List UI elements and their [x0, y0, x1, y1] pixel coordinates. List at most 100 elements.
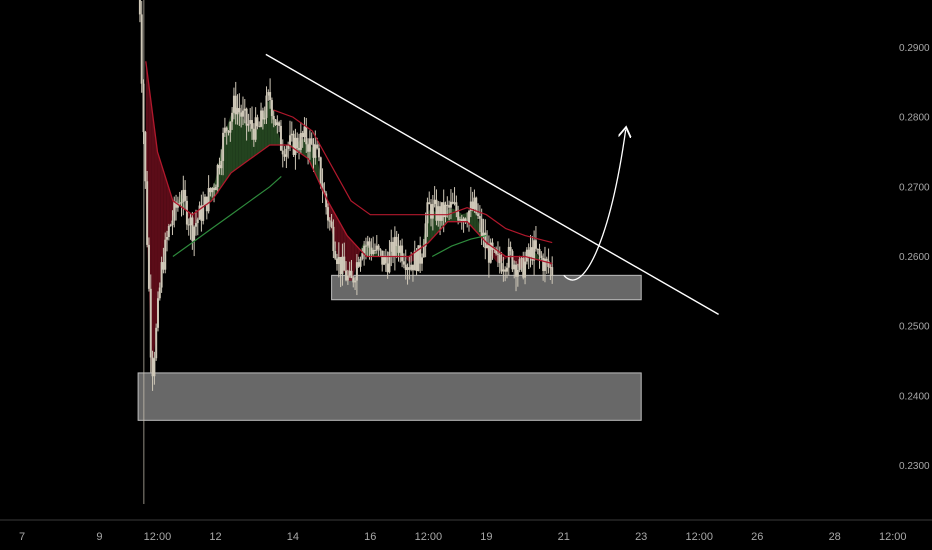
candle [513, 260, 516, 279]
support-zone-1[interactable] [331, 274, 642, 301]
candle [395, 231, 398, 259]
candle [549, 264, 552, 281]
candle [229, 121, 232, 142]
x-tick-label: 28 [829, 531, 841, 543]
candle-body [484, 232, 487, 249]
candle-body [251, 120, 254, 129]
candle [160, 256, 163, 293]
candle-body [504, 269, 507, 272]
candle [500, 251, 503, 274]
candle [536, 248, 539, 255]
candle [543, 246, 546, 283]
y-axis[interactable]: 0.2900 0.2800 0.2700 0.2600 0.2500 0.2400 0.23… [899, 43, 930, 472]
candle-body [513, 264, 516, 270]
candle-body [464, 218, 467, 222]
candle [542, 253, 545, 281]
candle [164, 232, 167, 274]
candle [480, 208, 483, 245]
candle-body [162, 262, 165, 270]
candle [317, 142, 320, 162]
x-tick-label: 12:00 [415, 531, 443, 543]
candle [272, 109, 275, 128]
ema-ribbon-segment [267, 100, 271, 147]
y-tick-label: 0.2900 [899, 43, 930, 54]
candle [468, 209, 471, 232]
candle [487, 235, 490, 278]
candle [251, 106, 254, 140]
candle [299, 122, 302, 155]
support-zone-2[interactable] [137, 372, 642, 421]
candle-body [364, 245, 367, 247]
x-tick-label: 12:00 [685, 531, 713, 543]
ema-ribbon-segment [302, 139, 306, 157]
candle [321, 168, 324, 203]
candle [486, 230, 489, 249]
candle [260, 102, 263, 128]
candle [431, 194, 434, 231]
candle-body [305, 126, 308, 145]
candle [359, 256, 362, 272]
candle-body [395, 236, 398, 247]
ema-ribbon-segment [160, 161, 164, 283]
candle-body [218, 165, 221, 169]
candle [406, 263, 409, 285]
candle [209, 187, 212, 197]
candle [281, 139, 284, 168]
candle [175, 194, 178, 221]
candle [184, 180, 187, 210]
candle [437, 200, 440, 227]
candle [310, 132, 313, 146]
candle-body [202, 204, 205, 221]
candle [509, 241, 512, 256]
candle [392, 237, 395, 264]
candle-body [473, 197, 476, 209]
x-tick-label: 23 [635, 531, 647, 543]
candle-body [204, 196, 207, 205]
candle-body [232, 95, 235, 113]
candle-body [524, 261, 527, 278]
candle-body [352, 277, 355, 283]
candle-body [156, 298, 159, 328]
candle-body [533, 240, 536, 261]
candle-body [231, 112, 234, 122]
candle [325, 191, 328, 215]
candle-body [287, 145, 290, 149]
candle-body [491, 242, 494, 250]
candle-body [370, 247, 373, 254]
candle [473, 189, 476, 213]
candle-body [402, 261, 405, 265]
candle-body [339, 257, 342, 275]
candle [298, 133, 301, 160]
candle-body [540, 255, 543, 259]
drawings[interactable] [265, 53, 719, 315]
candle-body [417, 245, 420, 272]
candle [296, 132, 299, 153]
candle-body [274, 119, 277, 126]
candle-body [303, 126, 306, 137]
candle [149, 274, 152, 373]
candle-body [326, 207, 329, 221]
candle-body [184, 189, 187, 201]
candle-body [538, 249, 541, 256]
candle [428, 191, 431, 205]
candle-body [460, 219, 463, 223]
ema-ribbon-segment [241, 115, 245, 166]
x-axis[interactable]: 7 9 12:00 12 14 16 12:00 19 21 23 12:00 26 28 12:00 [19, 531, 907, 543]
candle [502, 256, 505, 282]
descending-trendline[interactable] [265, 53, 719, 315]
projection-arrow[interactable] [563, 130, 626, 281]
candle [424, 212, 427, 258]
candle [515, 261, 518, 292]
candle [198, 201, 201, 220]
candle [343, 242, 346, 271]
candle-body [142, 83, 145, 133]
candlesticks [138, 0, 554, 504]
candle [153, 351, 156, 385]
candle-body [527, 249, 530, 257]
candle-body [520, 258, 523, 260]
candle-body [211, 187, 214, 193]
candle-body [455, 202, 458, 212]
candle [413, 240, 416, 271]
candle [422, 239, 425, 258]
